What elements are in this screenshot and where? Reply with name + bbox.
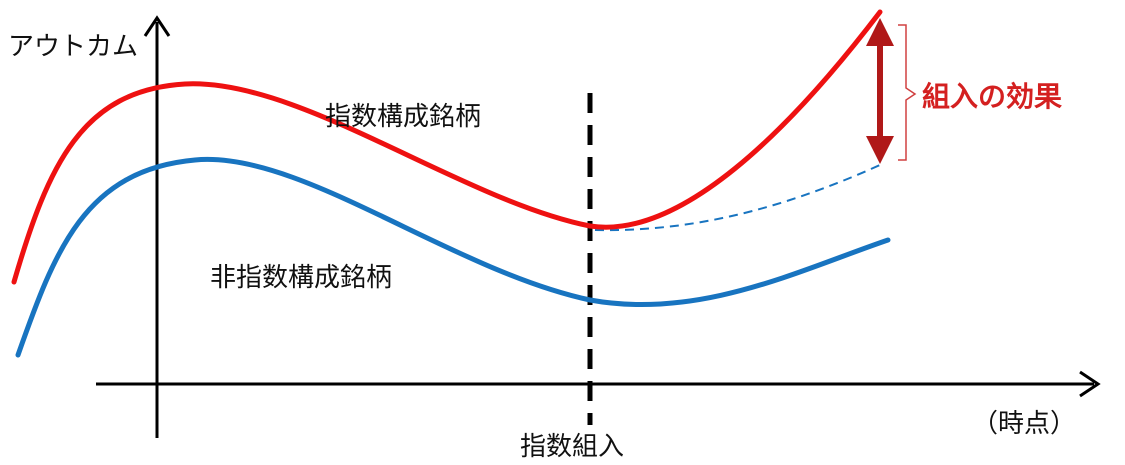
y-axis: [143, 15, 171, 438]
x-axis: [96, 370, 1101, 398]
effect-double-arrow: [866, 18, 894, 164]
effect-label: 組入の効果: [922, 80, 1062, 113]
counterfactual-dashed-curve: [594, 164, 881, 232]
effect-bracket: [898, 24, 917, 161]
event-label: 指数組入: [520, 432, 624, 462]
non-index-constituents-curve: [15, 156, 891, 358]
index-constituents-curve: [11, 9, 883, 285]
x-axis-label: （時点）: [972, 409, 1076, 439]
index-constituents-label: 指数構成銘柄: [325, 102, 481, 132]
non-index-constituents-label: 非指数構成銘柄: [210, 263, 392, 293]
y-axis-label: アウトカム: [8, 32, 138, 62]
